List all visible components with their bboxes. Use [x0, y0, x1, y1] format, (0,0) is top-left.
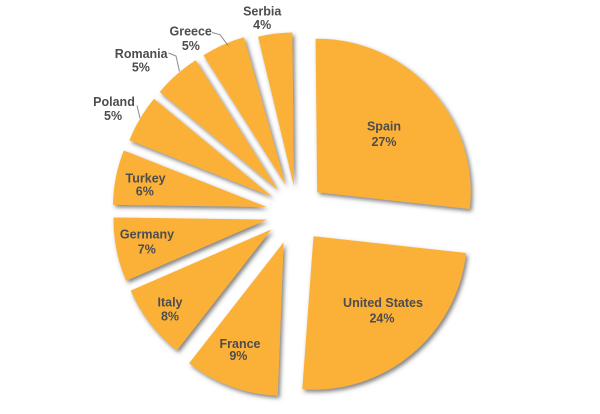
- svg-text:7%: 7%: [138, 243, 156, 257]
- svg-text:Serbia: Serbia: [243, 4, 282, 18]
- svg-text:Greece: Greece: [169, 25, 211, 39]
- svg-text:France: France: [220, 337, 261, 351]
- svg-text:9%: 9%: [229, 349, 247, 363]
- svg-text:8%: 8%: [161, 309, 179, 323]
- svg-text:27%: 27%: [371, 135, 396, 149]
- svg-text:Germany: Germany: [120, 227, 174, 241]
- svg-text:Turkey: Turkey: [126, 171, 166, 185]
- svg-text:5%: 5%: [182, 39, 200, 53]
- svg-text:4%: 4%: [253, 18, 271, 32]
- svg-text:5%: 5%: [104, 109, 122, 123]
- svg-text:6%: 6%: [136, 184, 154, 198]
- svg-text:24%: 24%: [369, 311, 394, 325]
- svg-text:Romania: Romania: [115, 47, 169, 61]
- svg-text:United States: United States: [343, 296, 423, 310]
- svg-text:Italy: Italy: [157, 295, 182, 309]
- svg-text:5%: 5%: [132, 60, 150, 74]
- svg-text:Spain: Spain: [367, 119, 401, 133]
- svg-text:Poland: Poland: [93, 95, 135, 109]
